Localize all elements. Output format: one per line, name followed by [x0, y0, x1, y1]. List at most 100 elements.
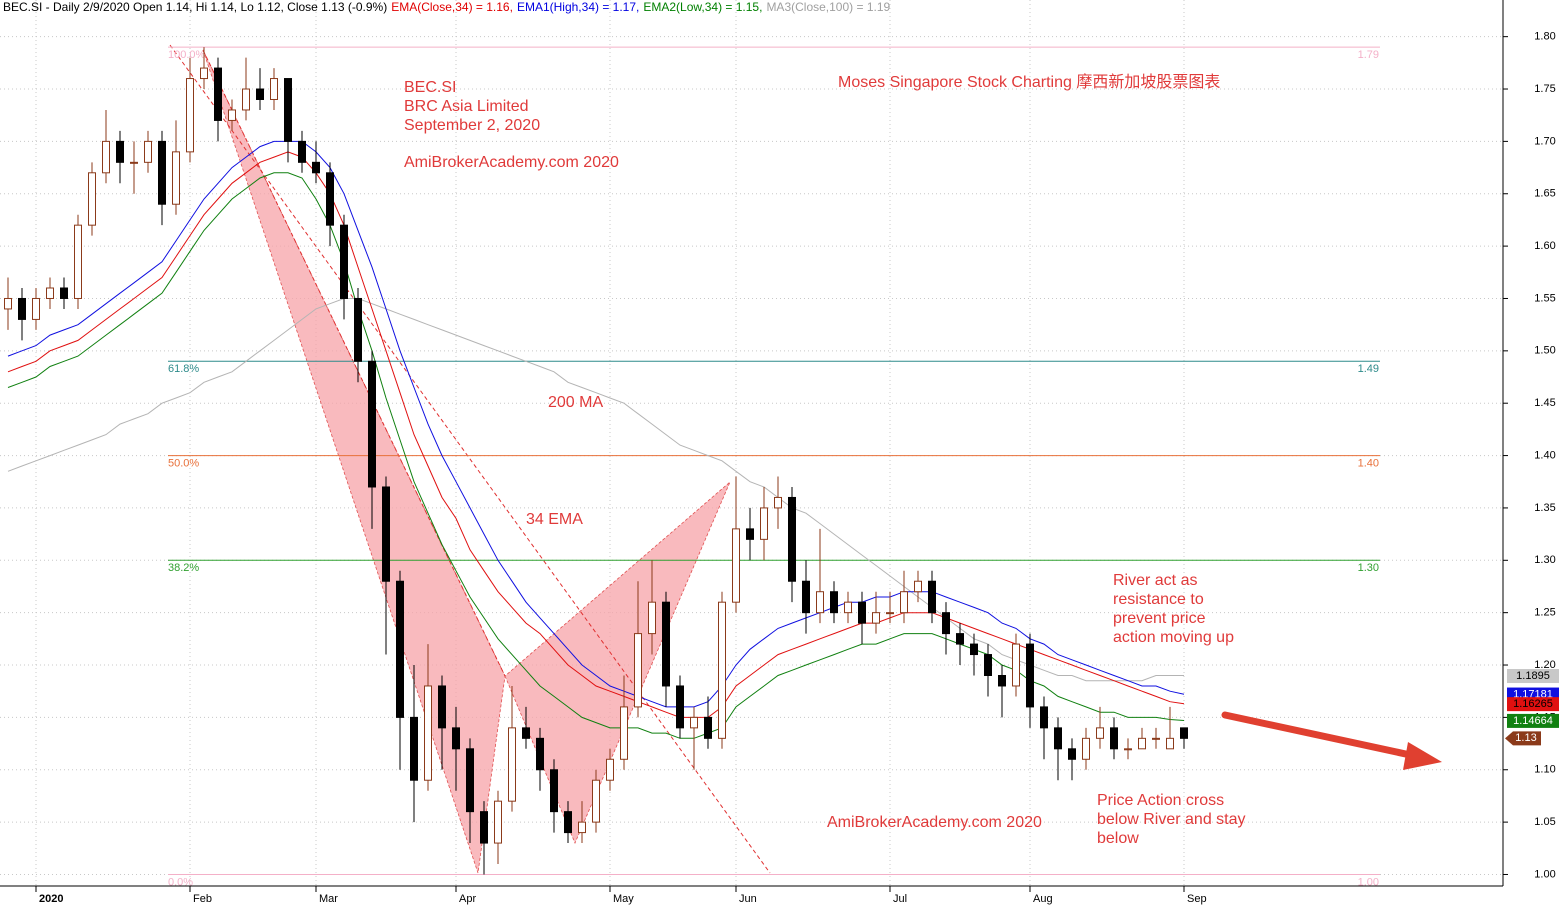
candle-body — [88, 172, 96, 226]
candle-body — [438, 685, 446, 729]
price-tag-label: 1.14664 — [1513, 715, 1553, 727]
candle-body — [452, 727, 460, 750]
y-tick-label: 1.25 — [1534, 607, 1555, 619]
candle-body — [732, 528, 740, 603]
candle-body — [1012, 643, 1020, 687]
pattern-line — [169, 44, 771, 874]
candle-body — [326, 172, 334, 226]
candle-body — [130, 161, 138, 164]
candle-body — [228, 109, 236, 121]
price-tag-label: 1.13 — [1515, 732, 1536, 744]
candle-body — [270, 78, 278, 100]
candle-body — [424, 685, 432, 781]
candle-body — [1166, 737, 1174, 750]
header-part: EMA(Close,34) = 1.16, — [391, 0, 513, 14]
candle-body — [816, 591, 824, 614]
pattern-triangle — [202, 49, 506, 874]
x-tick-label: Mar — [319, 893, 338, 905]
annotation: Moses Singapore Stock Charting 摩西新加坡股票图表 — [838, 73, 1220, 91]
fib-label: 50.0% — [168, 457, 199, 469]
candle-body — [592, 779, 600, 823]
candles — [4, 47, 1188, 875]
x-tick-label: Apr — [459, 893, 476, 905]
annotation: 34 EMA — [526, 511, 583, 528]
candle-body — [480, 811, 488, 844]
y-tick-label: 1.20 — [1534, 659, 1555, 671]
y-tick-label: 1.55 — [1534, 292, 1555, 304]
y-tick-label: 1.30 — [1534, 554, 1555, 566]
candle-body — [200, 67, 208, 80]
y-tick-label: 1.70 — [1534, 135, 1555, 147]
annotation: September 2, 2020 — [404, 117, 540, 134]
price-tag — [1507, 697, 1559, 712]
candle-body — [900, 591, 908, 614]
candle-body — [704, 716, 712, 739]
candle-body — [32, 297, 40, 320]
candle-body — [508, 727, 516, 802]
annotation: Price Action cross — [1097, 792, 1224, 809]
candle-body — [214, 67, 222, 121]
annotation: below River and stay — [1097, 811, 1246, 828]
candle-body — [298, 140, 306, 163]
candle-body — [830, 591, 838, 614]
annotation: action moving up — [1113, 629, 1234, 646]
candle-body — [46, 287, 54, 299]
candle-body — [1054, 727, 1062, 750]
candle-body — [368, 360, 376, 488]
arrow-head — [1403, 742, 1442, 770]
x-tick-label: Sep — [1187, 893, 1207, 905]
candle-body — [396, 580, 404, 718]
candle-body — [690, 716, 698, 729]
candle-body — [984, 654, 992, 676]
annotation: River act as — [1113, 572, 1197, 589]
candle-body — [1082, 737, 1090, 760]
candle-body — [998, 674, 1006, 687]
fib-value: 1.40 — [1358, 457, 1379, 469]
candle-body — [606, 758, 614, 781]
annotation: AmiBrokerAcademy.com 2020 — [404, 154, 619, 171]
candle-body — [662, 601, 670, 687]
y-tick-label: 1.00 — [1534, 868, 1555, 880]
price-tag-label: 1.1895 — [1516, 670, 1550, 682]
candle-body — [1110, 727, 1118, 750]
y-tick-label: 1.80 — [1534, 31, 1555, 43]
y-tick-label: 1.75 — [1534, 83, 1555, 95]
candle-body — [634, 633, 642, 708]
annotation: 200 MA — [548, 394, 603, 411]
fib-value: 1.79 — [1358, 49, 1379, 61]
y-tick-label: 1.10 — [1534, 764, 1555, 776]
x-tick-label: 2020 — [39, 893, 63, 905]
candle-body — [844, 601, 852, 614]
annotation: AmiBrokerAcademy.com 2020 — [827, 814, 1042, 831]
price-tag — [1505, 731, 1541, 746]
candle-body — [858, 601, 866, 624]
fib-value: 1.30 — [1358, 562, 1379, 574]
candle-body — [1138, 737, 1146, 750]
fib-label: 0.0% — [168, 876, 193, 888]
y-tick-label: 1.50 — [1534, 345, 1555, 357]
candle-body — [802, 580, 810, 614]
trend-arrow — [1221, 711, 1442, 770]
candle-body — [102, 140, 110, 174]
candle-body — [620, 706, 628, 760]
candle-body — [956, 633, 964, 645]
fib-value: 1.00 — [1358, 876, 1379, 888]
y-tick-label: 1.45 — [1534, 397, 1555, 409]
annotation: resistance to — [1113, 591, 1204, 608]
candle-body — [1068, 748, 1076, 760]
candle-body — [522, 727, 530, 739]
candle-body — [494, 800, 502, 844]
candle-body — [256, 88, 264, 100]
price-tag — [1507, 669, 1559, 684]
candle-body — [718, 601, 726, 739]
header: BEC.SI - Daily 2/9/2020 Open 1.14, Hi 1.… — [3, 0, 890, 14]
fib-value: 1.49 — [1358, 363, 1379, 375]
candle-body — [74, 224, 82, 299]
arrow-shaft — [1221, 711, 1419, 760]
price-tag-label: 1.16265 — [1513, 698, 1553, 710]
candle-body — [354, 297, 362, 362]
candle-body — [186, 78, 194, 153]
